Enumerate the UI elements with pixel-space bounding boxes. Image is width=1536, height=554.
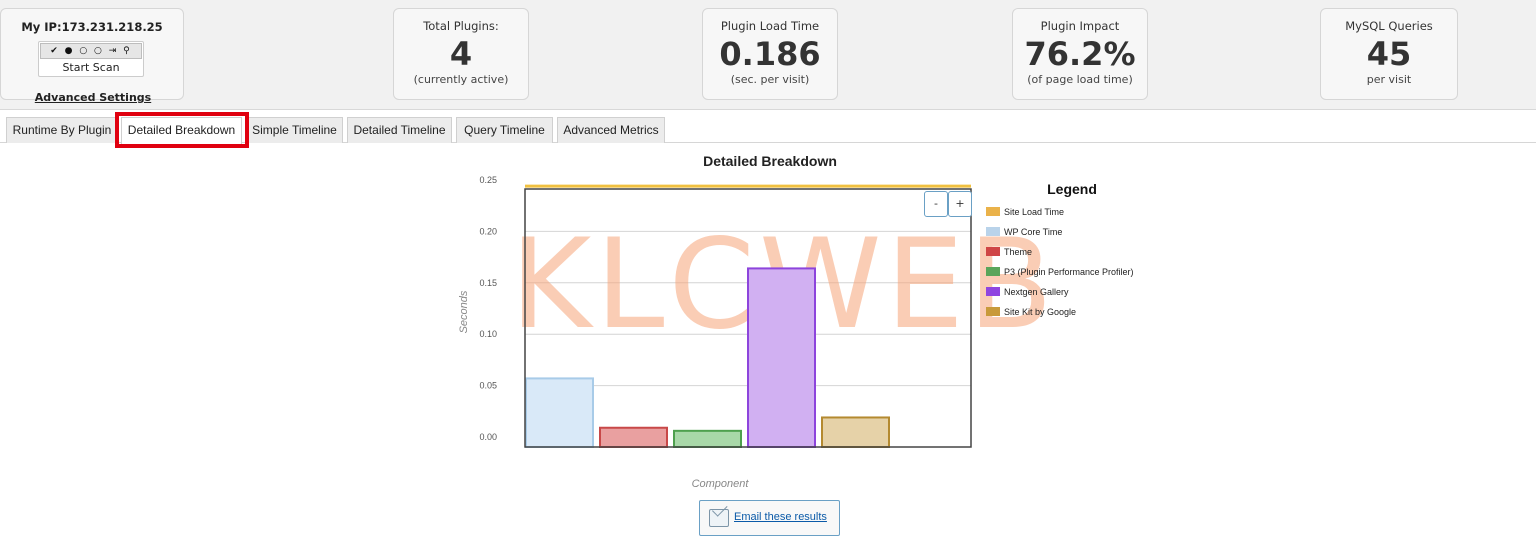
y-tick-label: 0.15 (479, 278, 497, 288)
legend-swatch (986, 247, 1000, 256)
stats-bar: My IP:173.231.218.25 ✔ ● ○ ○ ⇥ ⚲ Start S… (0, 0, 1536, 110)
y-tick-label: 0.05 (479, 381, 497, 391)
load-time-title: Plugin Load Time (720, 19, 820, 33)
zoom-out-button[interactable]: - (924, 191, 948, 217)
legend-label: Site Load Time (1004, 207, 1065, 217)
queries-sub: per visit (1366, 73, 1412, 86)
bar-nextgen-gallery[interactable] (747, 267, 816, 448)
scan-controls: ✔ ● ○ ○ ⇥ ⚲ Start Scan (38, 41, 144, 77)
tab-runtime-by-plugin[interactable]: Runtime By Plugin (6, 117, 118, 143)
legend-label: Nextgen Gallery (1004, 287, 1069, 297)
impact-value: 76.2% (1024, 35, 1136, 73)
legend-swatch (986, 287, 1000, 296)
tab-advanced-metrics[interactable]: Advanced Metrics (557, 117, 665, 143)
legend-swatch (986, 307, 1000, 316)
email-results-button[interactable]: Email these results (699, 500, 840, 536)
y-tick-label: 0.00 (479, 432, 497, 442)
y-tick-labels: 0.25 0.20 0.15 0.10 0.05 0.00 (479, 175, 497, 442)
legend-item[interactable]: P3 (Plugin Performance Profiler) (986, 267, 1134, 279)
start-scan-button[interactable]: Start Scan (62, 61, 120, 74)
tab-simple-timeline[interactable]: Simple Timeline (246, 117, 343, 143)
total-plugins-card: Total Plugins: 4 (currently active) (393, 8, 529, 100)
legend-title: Legend (1047, 181, 1097, 197)
tab-query-timeline[interactable]: Query Timeline (456, 117, 553, 143)
advanced-settings-link[interactable]: Advanced Settings (34, 91, 152, 104)
legend-item[interactable]: Theme (986, 247, 1032, 259)
y-tick-label: 0.20 (479, 226, 497, 236)
impact-card: Plugin Impact 76.2% (of page load time) (1012, 8, 1148, 100)
ip-card: My IP:173.231.218.25 ✔ ● ○ ○ ⇥ ⚲ Start S… (0, 8, 184, 104)
legend-item[interactable]: WP Core Time (986, 227, 1062, 239)
bar-theme[interactable] (599, 426, 668, 448)
total-plugins-value: 4 (449, 35, 473, 73)
tab-bar: Runtime By Plugin Detailed Breakdown Sim… (0, 116, 1536, 144)
legend-label: WP Core Time (1004, 227, 1063, 237)
impact-sub: (of page load time) (1027, 73, 1133, 86)
legend-item[interactable]: Nextgen Gallery (986, 287, 1069, 299)
load-time-value: 0.186 (719, 35, 821, 73)
x-axis-label: Component (691, 478, 749, 490)
tab-detailed-breakdown[interactable]: Detailed Breakdown (121, 117, 242, 144)
tab-detailed-timeline[interactable]: Detailed Timeline (347, 117, 452, 143)
legend-label: Site Kit by Google (1004, 307, 1077, 317)
chart-bars (525, 267, 890, 448)
ip-label: My IP:173.231.218.25 (21, 20, 163, 34)
legend-label: Theme (1004, 247, 1033, 257)
bar-wp-core-time[interactable] (525, 377, 594, 448)
total-plugins-title: Total Plugins: (423, 19, 499, 33)
load-time-sub: (sec. per visit) (730, 73, 810, 86)
legend-swatch (986, 227, 1000, 236)
bar-p3-plugin-performance-profiler[interactable] (673, 429, 742, 448)
legend-swatch (986, 267, 1000, 276)
legend-item[interactable]: Site Kit by Google (986, 307, 1076, 319)
y-tick-label: 0.10 (479, 329, 497, 339)
bar-site-kit-by-google[interactable] (821, 416, 890, 448)
chart-title: Detailed Breakdown (703, 153, 837, 169)
legend-label: P3 (Plugin Performance Profiler) (1004, 267, 1134, 277)
y-tick-label: 0.25 (479, 175, 497, 185)
scan-mode-icons[interactable]: ✔ ● ○ ○ ⇥ ⚲ (40, 43, 142, 59)
legend-swatch (986, 207, 1000, 216)
plot-border (524, 188, 972, 448)
y-axis-label: Seconds (458, 290, 470, 334)
envelope-icon (709, 509, 729, 527)
total-plugins-sub: (currently active) (413, 73, 509, 86)
queries-title: MySQL Queries (1345, 19, 1433, 33)
queries-value: 45 (1366, 35, 1412, 73)
queries-card: MySQL Queries 45 per visit (1320, 8, 1458, 100)
impact-title: Plugin Impact (1040, 19, 1120, 33)
legend-item[interactable]: Site Load Time (986, 207, 1064, 219)
load-time-card: Plugin Load Time 0.186 (sec. per visit) (702, 8, 838, 100)
email-results-label[interactable]: Email these results (734, 511, 827, 523)
zoom-in-button[interactable]: + (948, 191, 972, 217)
